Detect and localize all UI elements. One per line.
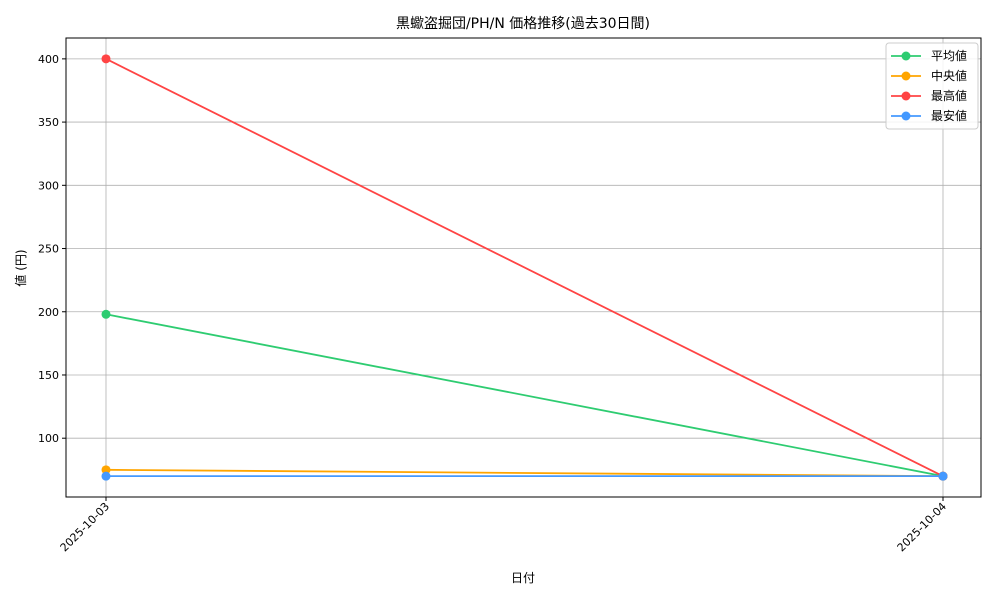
y-tick-label: 400	[38, 53, 59, 66]
series-line	[105, 313, 944, 478]
legend-marker	[901, 111, 911, 121]
y-axis-label: 値 (円)	[13, 249, 28, 286]
x-tick-label: 2025-10-04	[895, 500, 949, 554]
y-tick-label: 150	[38, 369, 59, 382]
series-line	[105, 58, 944, 477]
y-tick-label: 250	[38, 243, 59, 256]
x-axis: 2025-10-03 2025-10-04	[58, 497, 949, 554]
legend-marker	[901, 51, 911, 61]
y-tick-label: 350	[38, 116, 59, 129]
legend-label: 中央値	[931, 68, 967, 83]
legend-marker	[901, 91, 911, 101]
series-2	[101, 54, 948, 481]
legend-label: 平均値	[931, 48, 967, 63]
y-axis: 100 150 200 250 300 350 400	[38, 53, 66, 445]
series-3	[101, 471, 948, 481]
x-tick-label: 2025-10-03	[58, 500, 112, 554]
data-point	[101, 465, 111, 475]
data-point	[938, 471, 948, 481]
plot-frame	[65, 37, 982, 498]
data-point	[101, 54, 111, 64]
chart-title: 黒蠍盗掘団/PH/N 価格推移(過去30日間)	[396, 16, 650, 32]
x-axis-label: 日付	[511, 571, 535, 585]
series-group	[101, 54, 948, 481]
y-tick-label: 300	[38, 179, 59, 192]
series-line	[105, 468, 944, 478]
series-1	[101, 465, 948, 481]
legend-box	[885, 42, 979, 130]
legend-label: 最高値	[931, 88, 967, 103]
legend-marker	[901, 71, 911, 81]
data-point	[101, 309, 111, 319]
series-0	[101, 309, 948, 481]
y-tick-label: 200	[38, 306, 59, 319]
legend-label: 最安値	[931, 108, 967, 123]
y-tick-label: 100	[38, 432, 59, 445]
data-point	[101, 471, 111, 481]
grid	[66, 38, 981, 497]
